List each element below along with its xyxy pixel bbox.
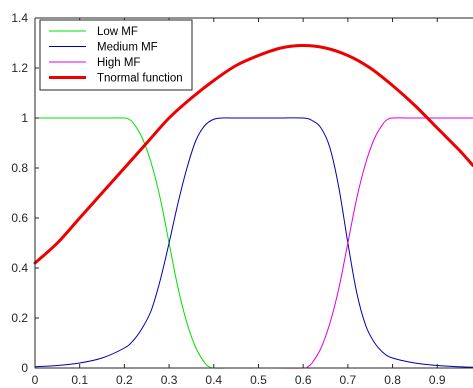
y-tick-label: 0.6 xyxy=(11,211,28,225)
series-line-tnormal-function xyxy=(33,44,473,265)
legend: Low MF Medium MF High MF Tnormal function xyxy=(39,19,193,91)
x-tick-label: 0.3 xyxy=(161,373,178,387)
ticks-layer: 0 0.1 0.2 0.3 0.4 0.5 0.6 0.7 0.8 0.9 0 0.2 0.4 0.6 0.… xyxy=(11,11,446,387)
x-tick-label: 0 xyxy=(32,373,39,387)
y-tick-label: 0.4 xyxy=(11,261,28,275)
legend-label: High MF xyxy=(97,57,140,69)
y-tick-label: 1.2 xyxy=(11,61,28,75)
x-tick-label: 0.4 xyxy=(205,373,222,387)
x-tick-label: 0.8 xyxy=(384,373,401,387)
x-tick-label: 0.9 xyxy=(429,373,446,387)
legend-label: Low MF xyxy=(97,26,138,38)
legend-label: Tnormal function xyxy=(97,73,183,85)
y-tick-label: 0 xyxy=(21,361,28,375)
legend-label: Medium MF xyxy=(97,42,158,54)
series-line-medium-mf xyxy=(34,117,473,368)
y-tick-label: 1 xyxy=(21,111,28,125)
y-tick-label: 0.8 xyxy=(11,161,28,175)
x-tick-label: 0.7 xyxy=(340,373,357,387)
y-tick-label: 0.2 xyxy=(11,311,28,325)
x-tick-label: 0.1 xyxy=(71,373,88,387)
y-tick-label: 1.4 xyxy=(11,11,28,25)
x-tick-label: 0.2 xyxy=(116,373,133,387)
x-tick-label: 0.6 xyxy=(295,373,312,387)
x-tick-label: 0.5 xyxy=(250,373,267,387)
